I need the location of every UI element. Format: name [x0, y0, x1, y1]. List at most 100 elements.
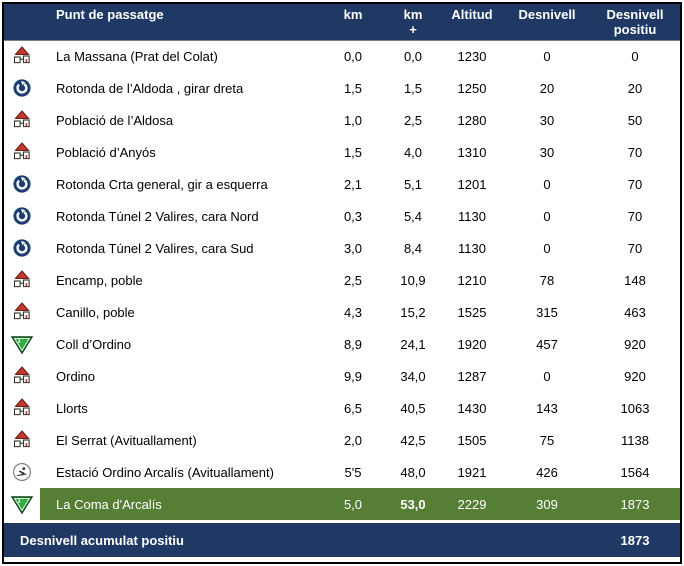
altitude-value: 1505 [457, 432, 487, 448]
waypoint-name: Rotonda Túnel 2 Valires, cara Nord [56, 208, 259, 224]
cumulative-gain-value: 70 [627, 208, 643, 224]
header-punt-de-passatge: Punt de passatge [40, 4, 320, 41]
km-value: 2,0 [343, 432, 363, 448]
header-row: Punt de passatge km km + Altitud Desnive… [4, 4, 680, 41]
header-km-plus-line2: + [409, 22, 417, 37]
cumulative-gain-value: 20 [627, 80, 643, 96]
km-total-value: 2,5 [403, 112, 423, 128]
altitude-value: 1287 [457, 368, 487, 384]
header-km-plus: km + [386, 4, 440, 41]
km-total-value: 34,0 [400, 368, 426, 384]
km-total-value: 10,9 [400, 272, 426, 288]
elevation-gain-value: 426 [536, 464, 558, 480]
table-row: El Serrat (Avituallament) 2,0 42,5 1505 75 11… [4, 424, 680, 456]
table-row: Població d’Anyós 1,5 4,0 1310 30 70 [4, 136, 680, 168]
cumulative-gain-value: 1063 [620, 400, 650, 416]
km-value: 5,0 [320, 488, 386, 520]
header-km-plus-line1: km [403, 7, 423, 22]
km-total-value: 1,5 [403, 80, 423, 96]
header-desnivell-positiu-line2: positiu [613, 22, 657, 37]
footer-spacer [4, 520, 680, 523]
header-altitud: Altitud [440, 4, 504, 41]
elevation-gain-value: 30 [539, 112, 555, 128]
table-row: Població de l’Aldosa 1,0 2,5 1280 30 50 [4, 104, 680, 136]
km-total-value: 0,0 [403, 48, 423, 64]
km-total-value: 48,0 [400, 464, 426, 480]
cumulative-gain-value: 463 [624, 304, 646, 320]
elevation-gain-value: 75 [539, 432, 555, 448]
km-total-value: 4,0 [403, 144, 423, 160]
km-total-value: 53,0 [386, 488, 440, 520]
ski-station-icon [4, 456, 40, 488]
svg-text:1: 1 [17, 497, 21, 504]
footer-label: Desnivell acumulat positiu [4, 523, 320, 557]
table-row: 1 Coll d’Ordino 8,9 24,1 1920 457 920 [4, 328, 680, 360]
table-row: Canillo, poble 4,3 15,2 1525 315 463 [4, 296, 680, 328]
waypoint-name: El Serrat (Avituallament) [56, 432, 197, 448]
waypoint-name: Rotonda Túnel 2 Valires, cara Sud [56, 240, 254, 256]
elevation-gain-value: 0 [543, 208, 551, 224]
km-total-value: 15,2 [400, 304, 426, 320]
table-body: La Massana (Prat del Colat) 0,0 0,0 1230 0 0 R… [4, 40, 680, 520]
km-value: 8,9 [343, 336, 363, 352]
table-row: Llorts 6,5 40,5 1430 143 1063 [4, 392, 680, 424]
waypoint-name: Llorts [56, 400, 88, 416]
table-row: Rotonda Túnel 2 Valires, cara Nord 0,3 5,4… [4, 200, 680, 232]
roundabout-icon [4, 200, 40, 232]
waypoint-name: Encamp, poble [56, 272, 143, 288]
waypoint-name: La Coma d'Arcalís [40, 488, 320, 520]
table-row: Encamp, poble 2,5 10,9 1210 78 148 [4, 264, 680, 296]
village-icon [4, 360, 40, 392]
altitude-value: 1210 [457, 272, 487, 288]
roundabout-icon [4, 72, 40, 104]
waypoint-name: Estació Ordino Arcalís (Avituallament) [56, 464, 274, 480]
km-value: 0,0 [343, 48, 363, 64]
waypoint-name: Ordino [56, 368, 96, 384]
km-total-value: 8,4 [403, 240, 423, 256]
cumulative-gain-value: 1564 [620, 464, 650, 480]
elevation-gain-value: 309 [504, 488, 590, 520]
altitude-value: 1230 [457, 48, 487, 64]
km-value: 1,5 [343, 144, 363, 160]
km-total-value: 5,4 [403, 208, 423, 224]
cumulative-gain-value: 0 [631, 48, 639, 64]
table-header: Punt de passatge km km + Altitud Desnive… [4, 4, 680, 41]
cumulative-gain-value: 50 [627, 112, 643, 128]
footer-empty [320, 523, 590, 557]
village-icon [4, 392, 40, 424]
cumulative-gain-value: 920 [624, 336, 646, 352]
elevation-gain-value: 0 [543, 240, 551, 256]
km-value: 1,0 [343, 112, 363, 128]
elevation-gain-value: 457 [536, 336, 558, 352]
summit-icon: 1 [4, 488, 40, 520]
altitude-value: 1921 [457, 464, 487, 480]
altitude-value: 1280 [457, 112, 487, 128]
km-value: 9,9 [343, 368, 363, 384]
village-icon [4, 136, 40, 168]
table-footer: Desnivell acumulat positiu 1873 [4, 520, 680, 562]
table-row: La Massana (Prat del Colat) 0,0 0,0 1230 0 0 [4, 40, 680, 72]
table-row: Estació Ordino Arcalís (Avituallament) 5'… [4, 456, 680, 488]
km-value: 5'5 [344, 464, 362, 480]
waypoint-name: La Massana (Prat del Colat) [56, 48, 218, 64]
elevation-gain-value: 78 [539, 272, 555, 288]
village-icon [4, 296, 40, 328]
village-icon [4, 264, 40, 296]
footer-row: Desnivell acumulat positiu 1873 [4, 523, 680, 557]
cumulative-gain-value: 1138 [621, 432, 649, 448]
waypoint-name: Rotonda Crta general, gir a esquerra [56, 176, 268, 192]
waypoint-name: Canillo, poble [56, 304, 135, 320]
header-icon-column [4, 4, 40, 41]
header-desnivell: Desnivell [504, 4, 590, 41]
cumulative-gain-value: 70 [627, 176, 643, 192]
roundabout-icon [4, 232, 40, 264]
elevation-gain-value: 0 [543, 368, 551, 384]
header-km: km [320, 4, 386, 41]
km-total-value: 42,5 [400, 432, 426, 448]
bottom-padding [4, 557, 680, 562]
altitude-value: 1250 [457, 80, 487, 96]
table-row: Ordino 9,9 34,0 1287 0 920 [4, 360, 680, 392]
village-icon [4, 424, 40, 456]
cumulative-gain-value: 1873 [590, 488, 680, 520]
elevation-gain-value: 315 [536, 304, 558, 320]
